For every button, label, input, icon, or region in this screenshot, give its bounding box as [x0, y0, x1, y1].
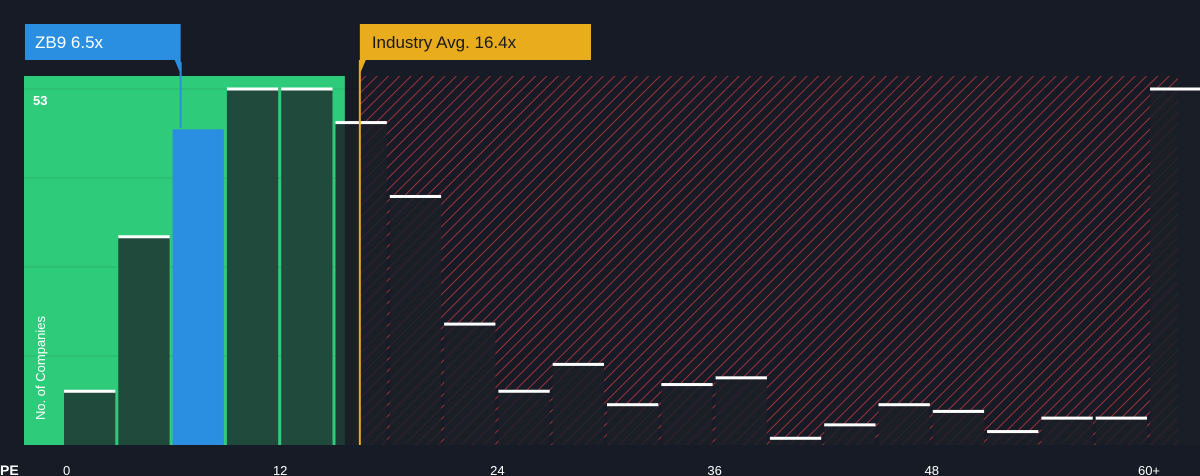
bar-cap: [389, 194, 442, 198]
bar-cap: [1095, 416, 1147, 420]
company-label: ZB9 6.5x: [35, 33, 104, 52]
histogram-bar: [389, 196, 442, 445]
histogram-bar: [932, 411, 985, 445]
x-tick-label: 12: [273, 463, 287, 476]
bar-cap: [715, 376, 767, 380]
histogram-bar: [226, 89, 279, 445]
bar-cap: [769, 436, 822, 440]
bar-cap: [607, 403, 659, 407]
x-axis-label: PE: [0, 462, 19, 476]
industry-label: Industry Avg. 16.4x: [372, 33, 517, 52]
company-label-box: [25, 24, 181, 60]
histogram-bar: [444, 324, 496, 445]
histogram-bar: [769, 438, 822, 445]
bar-cap: [661, 383, 713, 387]
x-tick-label: 60+: [1138, 463, 1160, 476]
bar-cap: [118, 235, 170, 239]
histogram-bar: [878, 404, 930, 445]
histogram-bar: [1041, 418, 1093, 445]
bar-cap: [444, 322, 496, 326]
x-tick-label: 0: [63, 463, 70, 476]
histogram-bar: [607, 404, 659, 445]
bar-cap: [1041, 416, 1093, 420]
industry-marker-pointer: [359, 60, 366, 74]
histogram-bar: [281, 89, 333, 445]
x-tick-label: 24: [490, 463, 504, 476]
histogram-bar: [661, 384, 713, 445]
bar-cap: [932, 409, 985, 413]
histogram-bar: [498, 391, 550, 445]
overvalued-zone: [359, 76, 1179, 445]
histogram-bar: [1095, 418, 1147, 445]
histogram-bar: [1150, 89, 1200, 445]
histogram-bar: [118, 236, 170, 445]
histogram-bar: [715, 377, 767, 445]
histogram-bar: [552, 364, 604, 445]
histogram-bar: [987, 431, 1039, 445]
histogram-bar: [64, 391, 116, 445]
histogram-bar: [172, 129, 224, 445]
industry-label-box: [359, 24, 591, 60]
bar-cap: [987, 430, 1039, 434]
bar-cap: [878, 403, 930, 407]
bar-cap: [498, 389, 550, 393]
bar-cap: [1150, 87, 1200, 91]
bar-cap: [281, 87, 333, 91]
bar-cap: [335, 121, 387, 125]
bar-cap: [552, 362, 604, 366]
x-tick-label: 36: [707, 463, 721, 476]
y-max-label: 53: [33, 93, 47, 108]
histogram-bar: [824, 424, 876, 445]
histogram-bar: [335, 122, 387, 446]
company-marker-pointer: [174, 60, 181, 74]
x-tick-label: 48: [925, 463, 939, 476]
bar-cap: [226, 87, 279, 91]
bar-cap: [824, 423, 876, 427]
y-axis-label: No. of Companies: [33, 315, 48, 420]
bar-cap: [64, 389, 116, 393]
